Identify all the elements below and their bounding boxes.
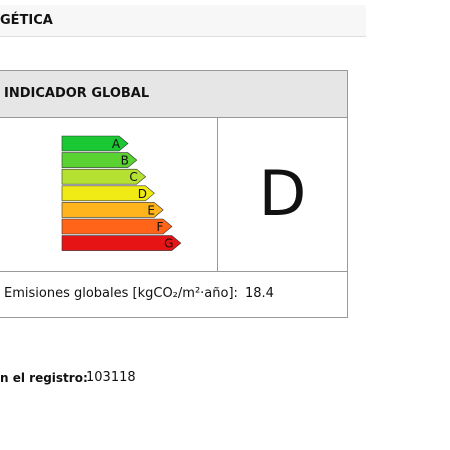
scale-arrow (61, 202, 164, 218)
cell-divider (217, 118, 218, 271)
emissions-label: Emisiones globales [kgCO₂/m²·año]: (4, 286, 238, 301)
registry-number: 103118 (86, 370, 136, 385)
scale-letter: B (121, 154, 129, 168)
table-header: INDICADOR GLOBAL (0, 71, 347, 118)
table-title: INDICADOR GLOBAL (4, 86, 150, 101)
registry-label: n el registro: (0, 371, 88, 385)
scale-letter: C (129, 170, 137, 184)
section-bar: GÉTICA (0, 5, 366, 37)
indicator-table: INDICADOR GLOBAL D Emisiones globales [k… (0, 70, 348, 318)
emissions-value: 18.4 (245, 286, 274, 301)
scale-letter: E (147, 203, 155, 217)
scale-arrow (61, 218, 173, 235)
scale-arrow (61, 185, 155, 202)
row-divider (0, 271, 347, 272)
scale-arrow (61, 152, 138, 168)
scale-letter: D (138, 187, 147, 201)
scale-arrow (61, 135, 129, 152)
scale-letter: F (157, 220, 164, 234)
scale-letter: A (112, 137, 121, 151)
scale-arrow (61, 235, 182, 251)
section-title: GÉTICA (0, 13, 53, 28)
scale-letter: G (164, 237, 173, 251)
rating-letter: D (258, 157, 307, 230)
scale-arrow (61, 168, 147, 185)
